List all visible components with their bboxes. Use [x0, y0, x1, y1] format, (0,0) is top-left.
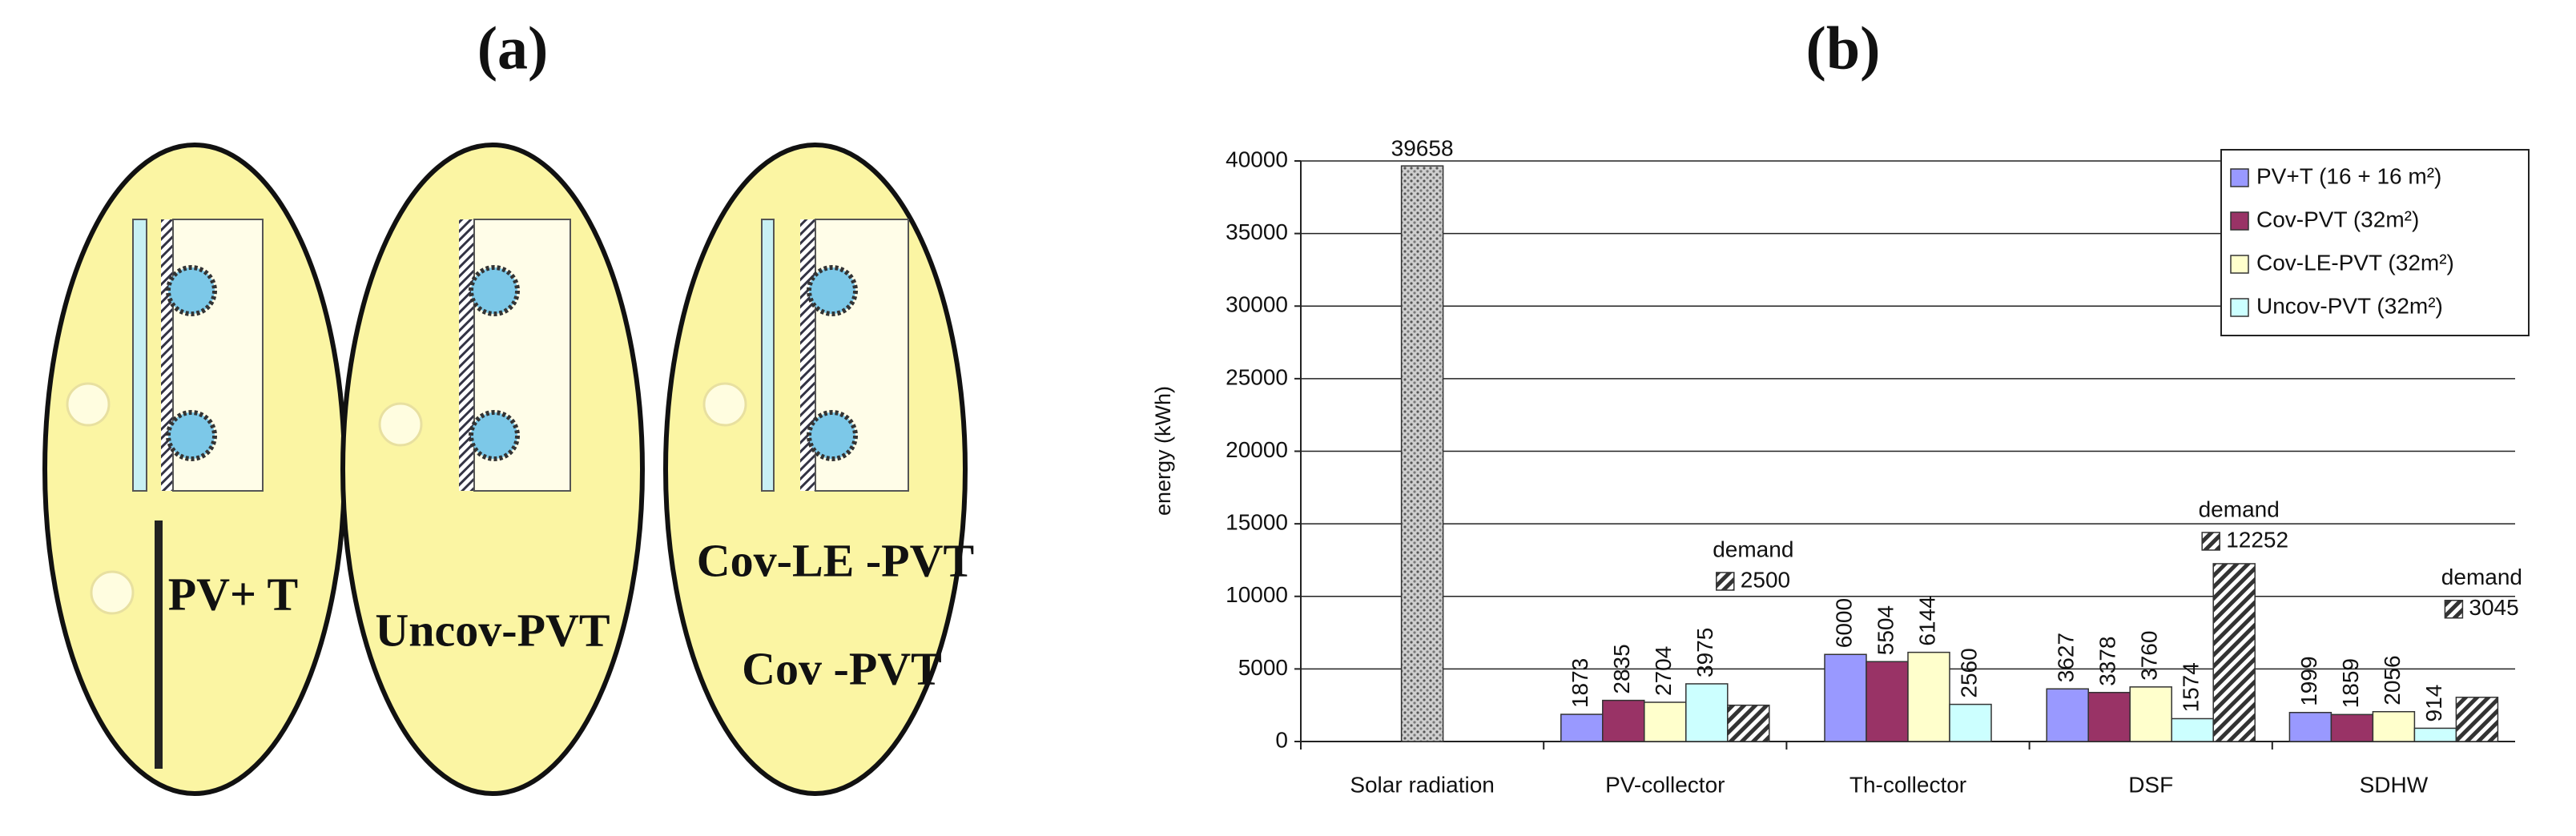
- value-label: 39658: [1391, 136, 1454, 161]
- value-label: 2560: [1956, 648, 1981, 697]
- bar: [2087, 692, 2131, 742]
- panel-a: (a) PV+ T Uncov-PVT: [42, 14, 974, 796]
- x-tick-label: SDHW: [2360, 772, 2429, 797]
- bar: [2046, 688, 2089, 742]
- value-label: 12252: [2226, 527, 2288, 552]
- bar: [2212, 563, 2256, 742]
- diagram-label: Uncov-PVT: [375, 604, 610, 656]
- demand-swatch: [2444, 599, 2464, 619]
- legend-swatch: [2230, 168, 2249, 187]
- bar-chart: energy (kWh) 0 5000 10000 15000 20000 25000 30…: [1151, 136, 2530, 797]
- bar: [2413, 727, 2457, 742]
- value-label: 2056: [2380, 655, 2405, 705]
- bar: [1949, 703, 1992, 742]
- legend-label: Cov-LE-PVT (32m²): [2256, 250, 2454, 275]
- value-label: 6144: [1914, 596, 1939, 645]
- panel-label: (a): [477, 14, 549, 82]
- y-tick-label: 30000: [1226, 292, 1288, 317]
- value-label: 3627: [2054, 633, 2079, 682]
- y-tick-label: 15000: [1226, 510, 1288, 535]
- value-label: 3378: [2095, 636, 2120, 685]
- legend-swatch: [2230, 211, 2249, 231]
- legend-box: [2220, 149, 2530, 336]
- value-label: 2835: [1609, 644, 1634, 693]
- y-tick-label: 35000: [1226, 219, 1288, 244]
- x-tick-label: DSF: [2128, 772, 2173, 797]
- y-tick-label: 40000: [1226, 147, 1288, 171]
- legend-label: Cov-PVT (32m²): [2256, 207, 2419, 231]
- value-label: 2704: [1651, 646, 1676, 696]
- legend-swatch: [2230, 298, 2249, 317]
- value-label: 6000: [1831, 598, 1856, 648]
- bar: [1907, 651, 1950, 742]
- diagram-label: PV+ T: [168, 568, 299, 620]
- legend-swatch: [2230, 255, 2249, 274]
- bar: [1644, 701, 1687, 742]
- x-tick-label: Solar radiation: [1350, 772, 1495, 797]
- bar: [1400, 165, 1444, 742]
- diagram: PV+ T: [42, 143, 347, 796]
- value-label: 1999: [2296, 656, 2321, 705]
- x-tick-label: PV-collector: [1605, 772, 1725, 797]
- bar: [1602, 699, 1645, 742]
- bar: [2171, 717, 2214, 742]
- diagram-label: Cov-LE -PVT: [697, 534, 974, 586]
- y-axis-label: energy (kWh): [1151, 386, 1175, 516]
- value-label: 5504: [1873, 605, 1898, 655]
- bar: [1560, 713, 1604, 742]
- y-tick-label: 25000: [1226, 364, 1288, 389]
- value-label: 1873: [1568, 658, 1592, 708]
- bar: [2129, 686, 2172, 742]
- demand-label: demand: [1713, 537, 1793, 561]
- y-tick-label: 10000: [1226, 582, 1288, 607]
- bar: [1727, 704, 1770, 742]
- bar: [2288, 712, 2332, 742]
- y-tick-label: 5000: [1238, 655, 1288, 680]
- bar: [1866, 661, 1909, 742]
- demand-swatch: [1716, 572, 1735, 591]
- demand-label: demand: [2199, 496, 2280, 521]
- value-label: 3975: [1693, 628, 1717, 677]
- legend-label: PV+T (16 + 16 m²): [2256, 163, 2441, 188]
- demand-swatch: [2201, 532, 2220, 551]
- demand-label: demand: [2441, 565, 2522, 589]
- value-label: 3045: [2469, 595, 2518, 620]
- legend-label: Uncov-PVT (32m²): [2256, 293, 2443, 318]
- value-label: 1574: [2179, 662, 2204, 712]
- bar: [1824, 653, 1867, 742]
- diagram: Uncov-PVT: [340, 143, 645, 796]
- bar: [2372, 710, 2416, 742]
- panel-label: (b): [1806, 14, 1881, 82]
- value-label: 1859: [2338, 658, 2363, 708]
- value-label: 2500: [1741, 567, 1790, 592]
- bar: [1685, 683, 1729, 742]
- bar: [2455, 697, 2499, 742]
- x-tick-label: Th-collector: [1849, 772, 1966, 797]
- bar: [2330, 713, 2374, 742]
- y-tick-label: 0: [1275, 727, 1288, 752]
- value-label: 914: [2421, 685, 2446, 722]
- diagram-label: Cov -PVT: [742, 642, 942, 694]
- value-label: 3760: [2137, 631, 2162, 681]
- diagram: Cov-LE -PVT Cov -PVT: [663, 143, 974, 796]
- y-tick-label: 20000: [1226, 437, 1288, 462]
